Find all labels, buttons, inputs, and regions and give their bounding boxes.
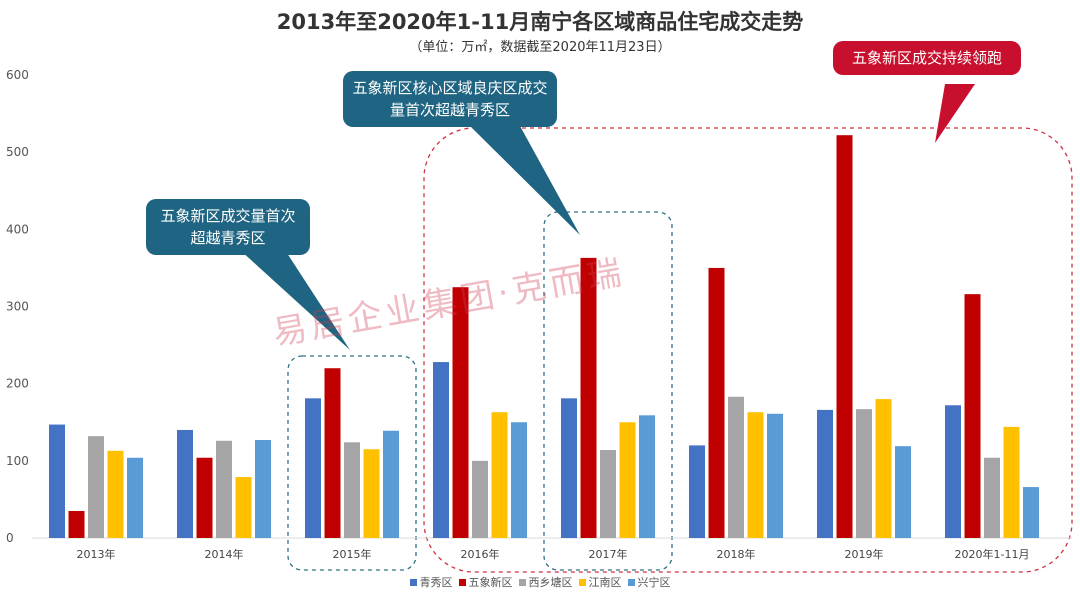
- bar-五象新区-2019年: [836, 135, 853, 538]
- bar-兴宁区-2014年: [255, 439, 271, 538]
- highlight-box-2016-2020: [423, 127, 1073, 573]
- bar-青秀区-2014年: [177, 429, 193, 538]
- callout-tail-2017: [470, 126, 580, 235]
- bar-西乡塘区-2017年: [600, 450, 616, 538]
- y-tick-label: 100: [6, 454, 29, 468]
- y-tick-label: 400: [6, 222, 29, 236]
- bar-青秀区-2016年: [433, 362, 449, 538]
- callout-tail-leading: [935, 84, 975, 143]
- bar-青秀区-2018年: [689, 445, 705, 538]
- y-tick-label: 500: [6, 145, 29, 159]
- bar-五象新区-2016年: [452, 287, 469, 538]
- bar-江南区-2020年1-11月: [1003, 426, 1020, 538]
- legend-swatch: [578, 578, 586, 586]
- callout-tail-2015: [240, 250, 350, 350]
- bar-江南区-2013年: [107, 450, 124, 538]
- bar-兴宁区-2015年: [383, 430, 399, 538]
- x-tick-label: 2018年: [717, 547, 756, 561]
- y-tick-label: 300: [6, 300, 29, 314]
- y-tick-label: 200: [6, 377, 29, 391]
- legend-item: 五象新区: [458, 574, 513, 590]
- x-tick-label: 2013年: [77, 547, 116, 561]
- legend-item: 西乡塘区: [518, 574, 573, 590]
- bar-兴宁区-2016年: [511, 422, 527, 538]
- bar-西乡塘区-2013年: [88, 436, 104, 538]
- bar-西乡塘区-2016年: [472, 460, 488, 538]
- bar-五象新区-2014年: [196, 457, 213, 538]
- bar-西乡塘区-2014年: [216, 440, 232, 538]
- bar-西乡塘区-2015年: [344, 442, 360, 538]
- legend-label: 五象新区: [468, 576, 513, 589]
- bar-五象新区-2020年1-11月: [964, 294, 981, 538]
- bar-青秀区-2017年: [561, 398, 577, 538]
- annotation-2017: 五象新区核心区域良庆区成交量首次超越青秀区: [343, 71, 557, 127]
- bar-兴宁区-2018年: [767, 413, 783, 538]
- annotation-leading: 五象新区成交持续领跑: [833, 41, 1021, 75]
- bar-江南区-2015年: [363, 449, 380, 538]
- bar-五象新区-2015年: [324, 368, 341, 538]
- bar-西乡塘区-2018年: [728, 396, 744, 538]
- legend-item: 青秀区: [409, 574, 453, 590]
- annotation-2017-text: 五象新区核心区域良庆区成交量首次超越青秀区: [352, 79, 548, 119]
- bar-兴宁区-2020年1-11月: [1023, 487, 1039, 538]
- bar-青秀区-2013年: [49, 424, 65, 538]
- bar-兴宁区-2017年: [639, 415, 655, 538]
- annotation-2015: 五象新区成交量首次超越青秀区: [146, 199, 310, 255]
- bar-江南区-2017年: [619, 422, 636, 538]
- y-tick-label: 600: [6, 68, 29, 82]
- legend-label: 兴宁区: [637, 576, 671, 589]
- bar-江南区-2018年: [747, 412, 764, 538]
- bar-西乡塘区-2019年: [856, 409, 872, 538]
- chart-title: 2013年至2020年1-11月南宁各区域商品住宅成交走势: [276, 10, 804, 34]
- bar-江南区-2019年: [875, 399, 892, 538]
- bar-青秀区-2015年: [305, 398, 321, 538]
- bar-西乡塘区-2020年1-11月: [984, 457, 1000, 538]
- legend-item: 兴宁区: [627, 574, 671, 590]
- x-tick-label: 2019年: [845, 547, 884, 561]
- bar-江南区-2016年: [491, 412, 508, 538]
- bar-五象新区-2017年: [580, 257, 597, 538]
- chart-subtitle: （单位：万㎡，数据截至2020年11月23日）: [409, 40, 671, 55]
- legend-swatch: [518, 578, 526, 586]
- y-tick-label: 0: [6, 531, 14, 545]
- highlight-box-2015: [287, 355, 417, 571]
- legend-item: 江南区: [578, 574, 622, 590]
- highlight-box-2017: [543, 211, 673, 571]
- legend-label: 西乡塘区: [528, 576, 573, 589]
- bar-青秀区-2020年1-11月: [945, 405, 961, 538]
- legend-swatch: [409, 578, 417, 586]
- legend-label: 青秀区: [419, 576, 453, 589]
- x-tick-label: 2020年1-11月: [955, 547, 1030, 561]
- bar-江南区-2014年: [235, 477, 252, 538]
- bar-兴宁区-2019年: [895, 446, 911, 538]
- x-tick-label: 2015年: [333, 547, 372, 561]
- x-tick-label: 2016年: [461, 547, 500, 561]
- bar-五象新区-2018年: [708, 267, 725, 538]
- x-tick-label: 2014年: [205, 547, 244, 561]
- x-tick-label: 2017年: [589, 547, 628, 561]
- bar-兴宁区-2013年: [127, 457, 143, 538]
- legend-swatch: [627, 578, 635, 586]
- legend: 青秀区 五象新区 西乡塘区 江南区 兴宁区: [0, 574, 1080, 590]
- legend-swatch: [458, 578, 466, 586]
- bar-五象新区-2013年: [68, 510, 85, 538]
- legend-label: 江南区: [588, 576, 622, 589]
- bar-青秀区-2019年: [817, 409, 833, 538]
